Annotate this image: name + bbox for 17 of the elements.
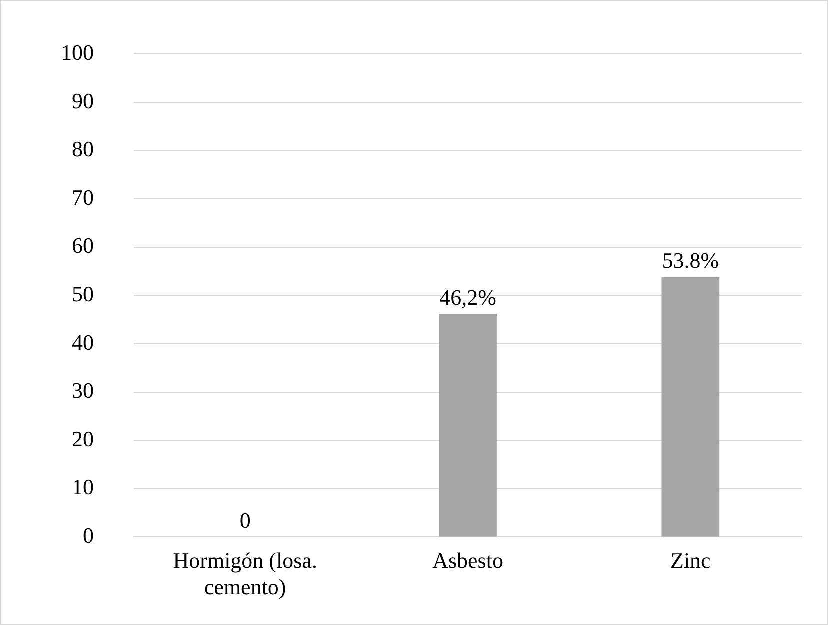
y-tick-label: 40 <box>72 330 94 355</box>
data-label: 53.8% <box>662 248 720 274</box>
y-tick-label: 60 <box>72 233 94 258</box>
y-tick-label: 100 <box>61 40 94 65</box>
y-tick-label: 20 <box>72 426 94 452</box>
x-tick-label: Asbesto <box>432 548 504 574</box>
y-tick-label: 30 <box>72 378 94 404</box>
y-tick-label: 70 <box>72 184 94 210</box>
data-label: 46,2% <box>440 284 496 310</box>
x-tick-label: Zinc <box>670 548 712 574</box>
y-tick-label: 10 <box>72 474 94 500</box>
y-tick-label: 50 <box>72 281 94 306</box>
y-tick-label: 0 <box>83 522 94 548</box>
y-tick-label: 80 <box>72 136 94 162</box>
y-tick-label: 90 <box>72 88 94 114</box>
x-tick-label: Hormigón (losa. cemento) <box>173 548 318 600</box>
data-label: 0 <box>240 508 251 533</box>
